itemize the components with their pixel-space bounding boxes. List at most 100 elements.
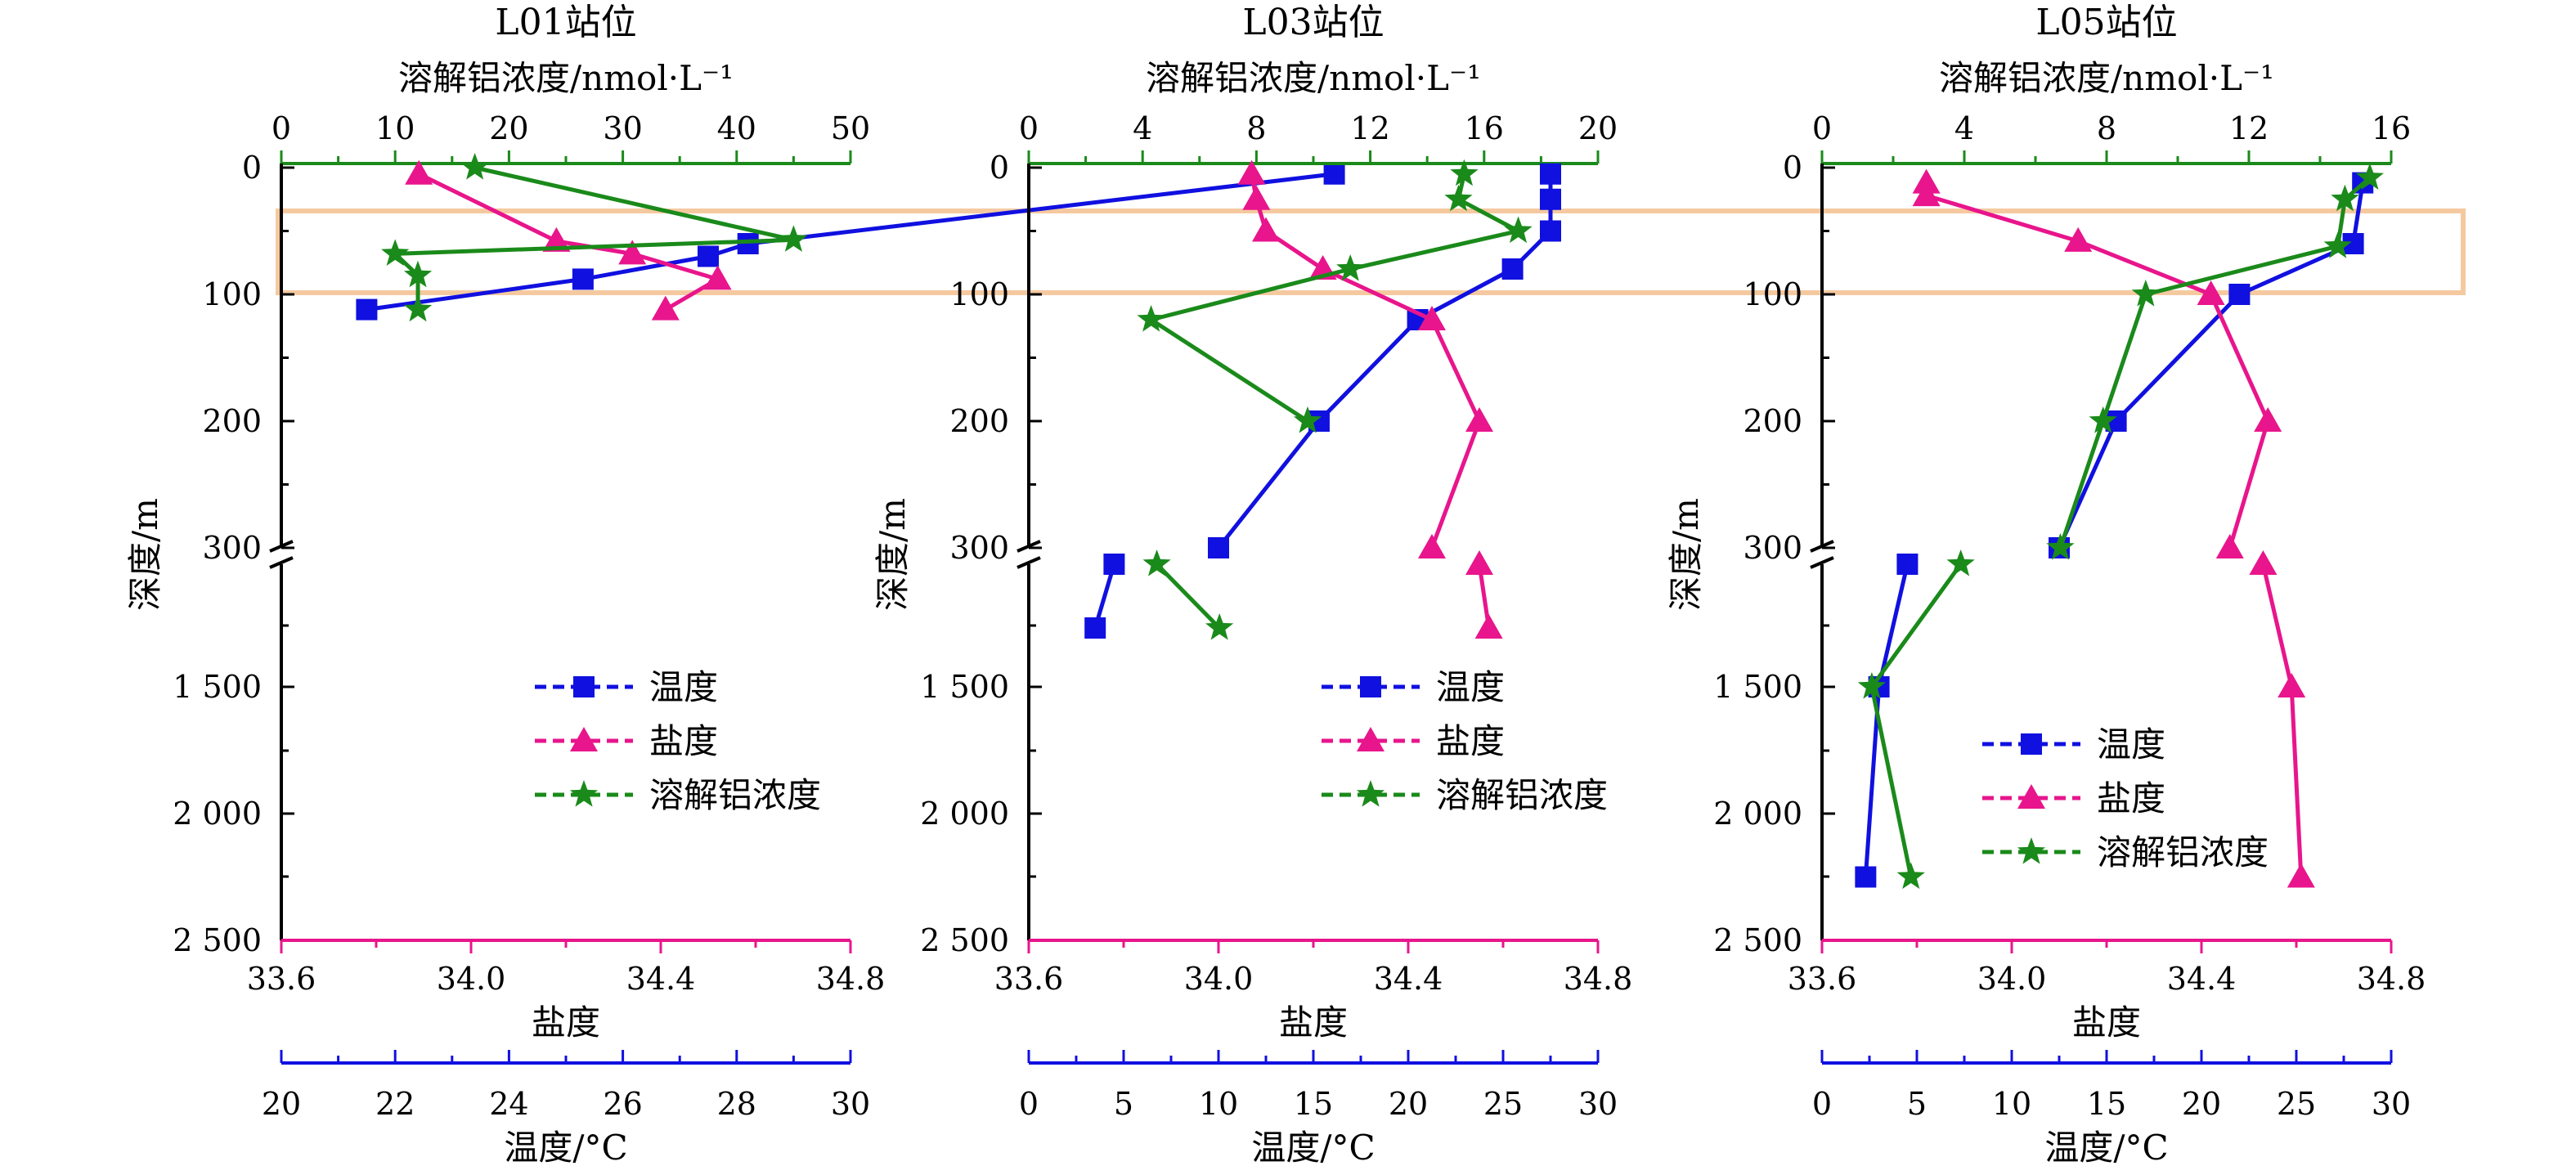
temperature-tick-label: 0 bbox=[1812, 1086, 1832, 1122]
salinity-line-segment bbox=[631, 252, 719, 281]
legend-marker bbox=[2017, 784, 2045, 809]
depth-tick-label: 300 bbox=[949, 530, 1009, 566]
aluminum-marker bbox=[2331, 184, 2359, 212]
aluminum-line-segment bbox=[1150, 317, 1309, 424]
salinity-tick-label: 34.4 bbox=[2167, 961, 2237, 997]
legend-label: 溶解铝浓度 bbox=[1436, 775, 1608, 815]
temperature-tick-label: 25 bbox=[2277, 1086, 2316, 1122]
al-tick-label: 16 bbox=[2372, 110, 2411, 146]
legend-label: 溶解铝浓度 bbox=[2097, 832, 2269, 872]
al-tick-label: 0 bbox=[1019, 110, 1039, 146]
salinity-line-segment bbox=[1322, 267, 1434, 322]
temperature-tick-label: 10 bbox=[1992, 1086, 2031, 1122]
aluminum-line-segment bbox=[2058, 420, 2106, 549]
salinity-tick-label: 34.8 bbox=[816, 961, 886, 997]
aluminum-line-segment bbox=[2101, 294, 2148, 422]
temperature-line-segment bbox=[582, 254, 709, 281]
aluminum-marker bbox=[403, 260, 433, 288]
salinity-marker bbox=[1242, 185, 1271, 210]
aluminum-marker bbox=[1504, 216, 1533, 244]
depth-tick-label: 200 bbox=[1743, 403, 1802, 439]
salinity-line-segment bbox=[418, 172, 558, 244]
al-tick-label: 12 bbox=[1350, 110, 1389, 146]
aluminum-marker bbox=[1142, 549, 1171, 576]
temperature-line-segment bbox=[1317, 318, 1420, 423]
al-tick-label: 16 bbox=[1465, 110, 1504, 146]
temperature-marker bbox=[1855, 866, 1877, 888]
aluminum-marker bbox=[1450, 159, 1479, 186]
temperature-marker bbox=[1540, 220, 1561, 242]
legend-label: 溶解铝浓度 bbox=[649, 775, 821, 815]
aluminum-marker bbox=[779, 225, 808, 252]
axis-break-mark bbox=[269, 540, 294, 553]
salinity-marker bbox=[1465, 550, 1493, 575]
salinity-line-segment bbox=[2289, 686, 2304, 877]
aluminum-marker bbox=[460, 153, 489, 180]
salinity-marker bbox=[2249, 550, 2278, 575]
aluminum-line-segment bbox=[2145, 244, 2339, 297]
depth-tick-label: 200 bbox=[949, 403, 1009, 439]
axis-break-mark bbox=[1016, 540, 1041, 553]
salinity-marker bbox=[651, 295, 680, 321]
salinity-tick-label: 34.8 bbox=[2357, 961, 2426, 997]
al-axis-title: 溶解铝浓度/nmol·L⁻¹ bbox=[1146, 58, 1481, 98]
salinity-tick-label: 34.8 bbox=[1564, 961, 1633, 997]
salinity-marker bbox=[405, 159, 433, 185]
salinity-marker bbox=[2278, 673, 2306, 697]
panel-title: L03站位 bbox=[1242, 2, 1384, 43]
salinity-tick-label: 34.0 bbox=[1184, 961, 1254, 997]
temperature-marker bbox=[1208, 537, 1229, 558]
aluminum-marker bbox=[1293, 406, 1322, 433]
aluminum-marker bbox=[2131, 280, 2160, 307]
al-tick-label: 4 bbox=[1133, 110, 1152, 146]
temperature-tick-label: 28 bbox=[717, 1086, 756, 1122]
aluminum-line-segment bbox=[1151, 267, 1351, 322]
salinity-marker bbox=[1912, 168, 1941, 194]
salinity-tick-label: 34.0 bbox=[437, 961, 506, 997]
temperature-marker bbox=[572, 268, 594, 290]
salinity-marker bbox=[542, 226, 571, 252]
temperature-tick-label: 5 bbox=[1114, 1086, 1133, 1122]
salinity-axis-title: 盐度 bbox=[532, 1002, 600, 1043]
temperature-tick-label: 0 bbox=[1019, 1086, 1039, 1122]
aluminum-line-segment bbox=[1869, 686, 1914, 878]
salinity-marker bbox=[1912, 182, 1941, 207]
temperature-marker bbox=[698, 245, 719, 267]
al-axis-title: 溶解铝浓度/nmol·L⁻¹ bbox=[1939, 58, 2274, 98]
salinity-marker bbox=[2064, 226, 2093, 252]
al-tick-label: 50 bbox=[831, 110, 870, 146]
legend-label: 温度 bbox=[1436, 667, 1505, 707]
temperature-line-segment bbox=[1877, 563, 1910, 688]
depth-axis-title: 深度/m bbox=[125, 498, 165, 611]
aluminum-marker bbox=[381, 239, 410, 266]
temperature-marker bbox=[2228, 284, 2251, 305]
legend-label: 盐度 bbox=[2097, 778, 2165, 818]
depth-tick-label: 0 bbox=[990, 150, 1009, 186]
aluminum-series bbox=[1857, 163, 2384, 890]
temperature-series bbox=[1084, 163, 1561, 639]
depth-tick-label: 2 500 bbox=[1713, 922, 1802, 958]
al-tick-label: 30 bbox=[603, 110, 642, 146]
axis-break-mark bbox=[269, 556, 294, 569]
al-tick-label: 20 bbox=[1578, 110, 1618, 146]
temperature-tick-label: 5 bbox=[1907, 1086, 1927, 1122]
aluminum-line-segment bbox=[1869, 563, 1963, 688]
salinity-series bbox=[1912, 168, 2315, 888]
temperature-tick-label: 20 bbox=[2182, 1086, 2221, 1122]
salinity-axis-title: 盐度 bbox=[1279, 1002, 1348, 1043]
panel-title: L01站位 bbox=[495, 2, 636, 43]
depth-tick-label: 0 bbox=[242, 150, 262, 186]
aluminum-marker bbox=[1336, 254, 1365, 281]
temperature-line-segment bbox=[747, 172, 1335, 246]
salinity-marker bbox=[2215, 534, 2244, 558]
salinity-line-segment bbox=[1429, 420, 1482, 549]
depth-tick-label: 100 bbox=[1743, 276, 1802, 312]
al-tick-label: 8 bbox=[2097, 110, 2116, 146]
depth-tick-label: 2 000 bbox=[920, 796, 1009, 832]
highlight-box bbox=[276, 209, 2466, 295]
salinity-marker bbox=[1252, 217, 1280, 242]
aluminum-marker bbox=[2323, 231, 2352, 258]
al-tick-label: 40 bbox=[717, 110, 756, 146]
